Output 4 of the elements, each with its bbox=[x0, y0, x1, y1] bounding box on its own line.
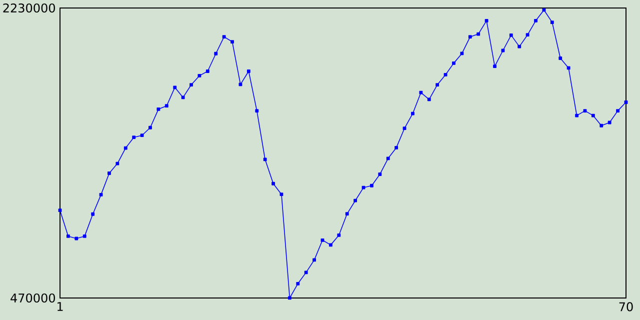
x-tick-label: 70 bbox=[619, 302, 633, 312]
x-tick-label: 1 bbox=[58, 302, 63, 311]
y-tick-label: 2230000 bbox=[3, 3, 55, 13]
y-tick-label: 470000 bbox=[10, 293, 55, 303]
